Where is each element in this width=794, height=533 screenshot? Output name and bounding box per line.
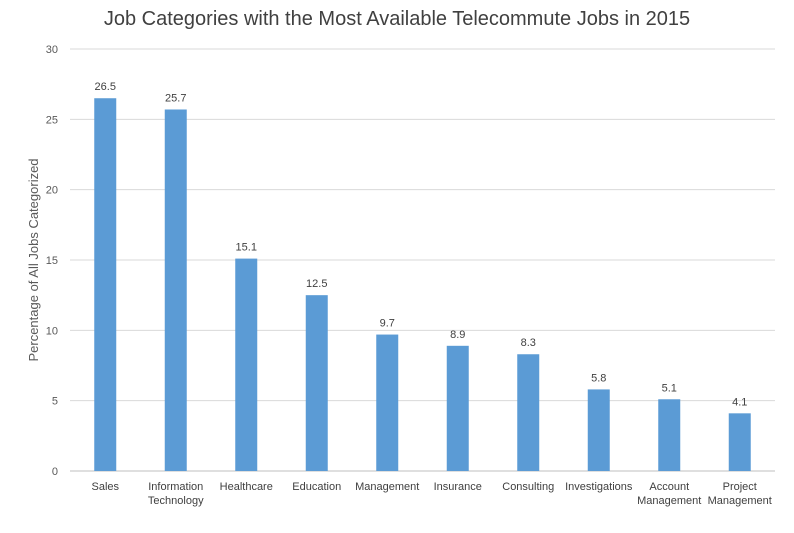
y-tick-label: 30	[46, 44, 58, 56]
data-label: 5.1	[662, 382, 677, 394]
bar	[517, 354, 540, 471]
data-label: 8.3	[521, 337, 536, 349]
bar	[305, 295, 328, 471]
x-category-label: Consulting	[502, 481, 554, 493]
x-category-label: Investigations	[565, 481, 633, 493]
bar	[235, 258, 258, 471]
bar	[164, 109, 187, 471]
data-label: 25.7	[165, 92, 186, 104]
gridlines	[70, 48, 775, 472]
bar	[728, 413, 751, 471]
x-category-label: Management	[355, 481, 419, 493]
data-labels: 26.5 25.7 15.1 12.5 9.7 8.9 8.3 5.8 5.1 4.1	[95, 81, 748, 408]
x-category-label: Information Technology	[148, 481, 204, 507]
bars	[94, 98, 751, 471]
data-label: 12.5	[306, 278, 327, 290]
data-label: 15.1	[236, 242, 257, 254]
y-tick-label: 25	[46, 114, 58, 126]
data-label: 8.9	[450, 329, 465, 341]
x-axis-categories: Sales Information Technology Healthcare Educ…	[91, 481, 771, 507]
data-label: 9.7	[380, 318, 395, 330]
x-category-label: Insurance	[434, 481, 482, 493]
x-category-label: Project Management	[708, 481, 772, 507]
bar	[94, 98, 117, 471]
y-axis-ticks: 0 5 10 15 20 25 30	[46, 44, 58, 478]
bar	[658, 399, 681, 471]
data-label: 4.1	[732, 396, 747, 408]
x-category-label: Sales	[91, 481, 119, 493]
data-label: 5.8	[591, 372, 606, 384]
bar	[446, 345, 469, 471]
y-tick-label: 10	[46, 325, 58, 337]
y-axis-label: Percentage of All Jobs Categorized	[26, 158, 41, 361]
bar	[587, 389, 610, 471]
y-tick-label: 5	[52, 396, 58, 408]
bar	[376, 334, 399, 471]
chart-title: Job Categories with the Most Available T…	[103, 8, 691, 30]
data-label: 26.5	[95, 81, 116, 93]
y-tick-label: 0	[52, 466, 58, 478]
y-tick-label: 15	[46, 255, 58, 267]
y-tick-label: 20	[46, 185, 58, 197]
x-category-label: Account Management	[637, 481, 701, 507]
x-category-label: Education	[292, 481, 341, 493]
x-category-label: Healthcare	[220, 481, 273, 493]
